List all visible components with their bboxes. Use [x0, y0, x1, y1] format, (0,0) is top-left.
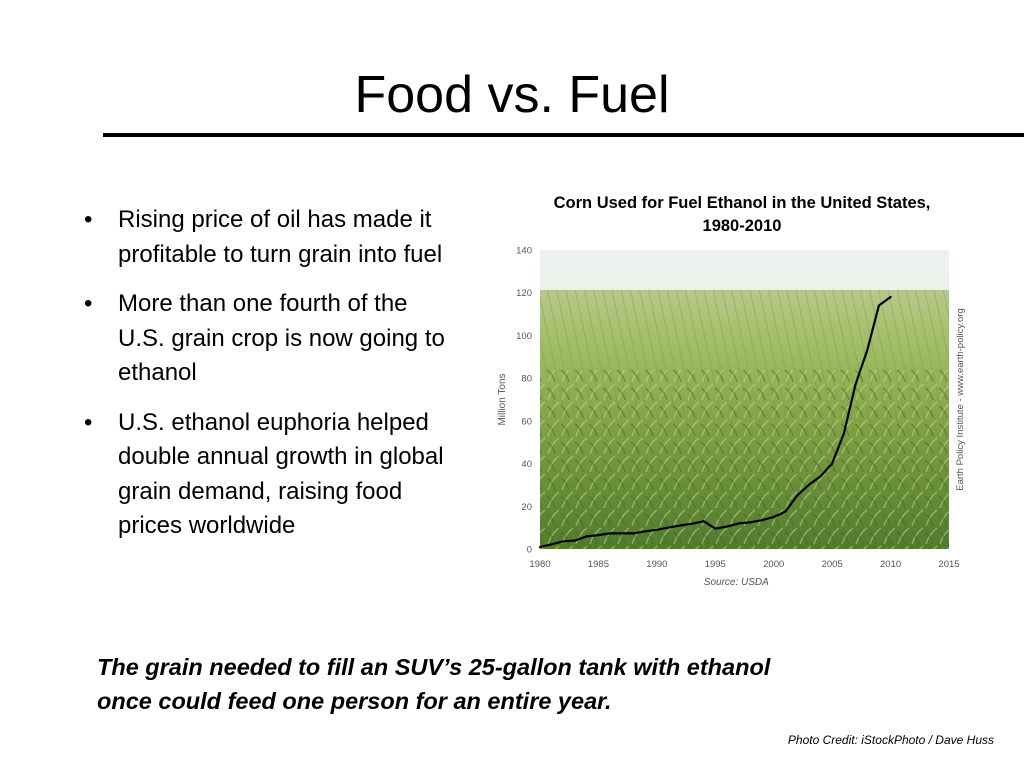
y-tick-label: 100 — [516, 331, 532, 342]
bullet-text: More than one fourth of the U.S. grain c… — [118, 290, 445, 386]
y-tick-label: 120 — [516, 288, 532, 299]
x-tick-label: 2010 — [880, 559, 901, 570]
bullet-marker: • — [84, 206, 93, 233]
y-tick-label: 140 — [516, 246, 532, 257]
chart-title-line-2: 1980-2010 — [702, 217, 782, 235]
chart-source: Source: USDA — [704, 577, 769, 588]
bullet-text: Rising price of oil has made it profitab… — [118, 206, 443, 268]
chart-title-line-1: Corn Used for Fuel Ethanol in the United… — [553, 194, 931, 212]
bullet-list: • Rising price of oil has made it profit… — [78, 203, 458, 559]
title-divider — [103, 133, 1024, 137]
y-axis-label: Million Tons — [497, 373, 508, 425]
x-tick-label: 2000 — [763, 559, 784, 570]
bullet-marker: • — [84, 408, 93, 436]
tagline-line-2: once could feed one person for an entire… — [97, 688, 612, 714]
tagline: The grain needed to fill an SUV’s 25-gal… — [97, 650, 977, 718]
y-tick-label: 20 — [521, 502, 532, 513]
y-tick-label: 40 — [521, 459, 532, 470]
y-tick-label: 80 — [521, 374, 532, 385]
bullet-text: U.S. ethanol euphoria helped double annu… — [118, 408, 444, 540]
tagline-line-1: The grain needed to fill an SUV’s 25-gal… — [97, 654, 771, 680]
x-tick-label: 1985 — [588, 559, 609, 570]
x-tick-label: 1980 — [529, 559, 550, 570]
bullet-item: • Rising price of oil has made it profit… — [78, 203, 458, 272]
chart-title: Corn Used for Fuel Ethanol in the United… — [500, 192, 984, 238]
slide-title: Food vs. Fuel — [354, 66, 670, 124]
x-tick-label: 2005 — [822, 559, 843, 570]
photo-credit: Photo Credit: iStockPhoto / Dave Huss — [787, 733, 994, 747]
series-line — [538, 295, 892, 549]
x-tick-label: 1990 — [646, 559, 667, 570]
bullet-item: • U.S. ethanol euphoria helped double an… — [78, 406, 458, 544]
bullet-marker: • — [84, 290, 93, 317]
corn-ethanol-chart: 0 20 40 60 80 100 120 140 1980 1985 1990 1995 2000 2… — [497, 246, 966, 589]
bullet-item: • More than one fourth of the U.S. grain… — [78, 287, 458, 391]
y-tick-label: 60 — [521, 416, 532, 427]
x-tick-label: 1995 — [705, 559, 726, 570]
y-tick-label: 0 — [527, 545, 532, 556]
x-tick-label: 2015 — [938, 559, 959, 570]
chart-side-note: Earth Policy Institute - www.earth-polic… — [955, 308, 966, 491]
cornfield-photo — [540, 250, 949, 549]
